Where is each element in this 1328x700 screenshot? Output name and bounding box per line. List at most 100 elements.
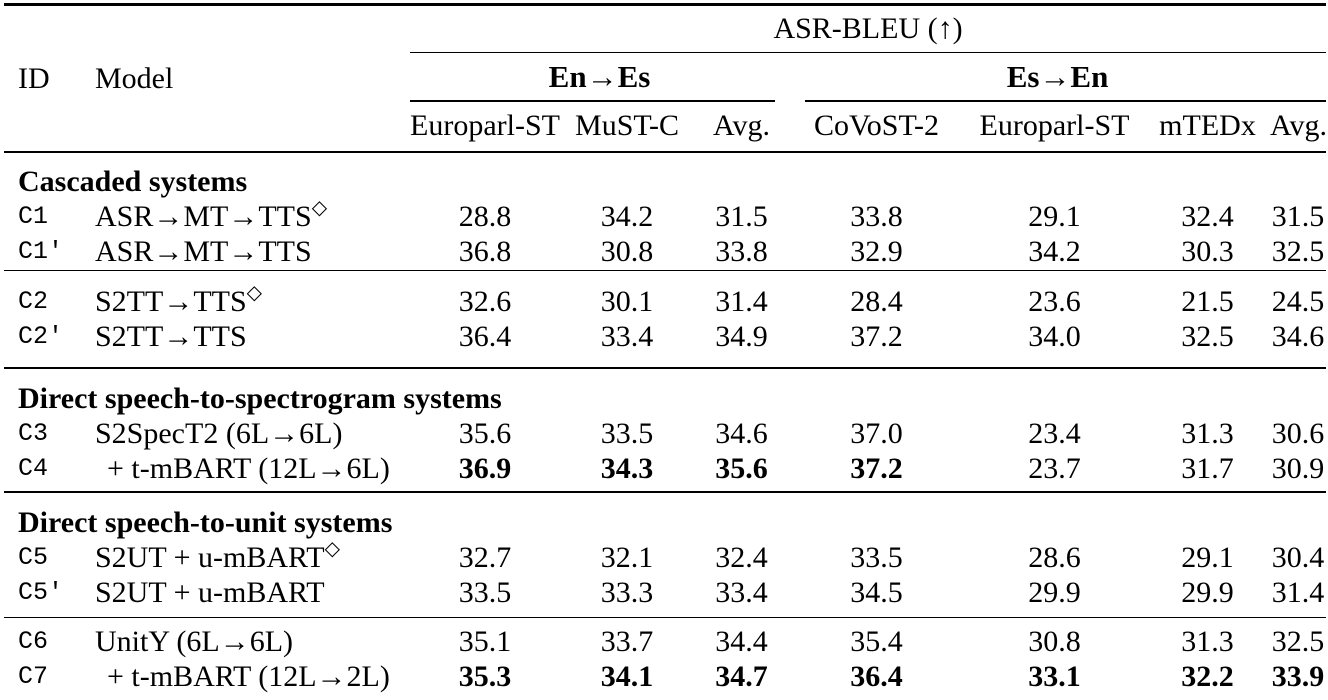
model-name: S2UT + u-mBART [95,575,410,618]
table-row: C3 S2SpecT2 (6L→6L) 35.6 33.5 34.6 37.0 23.4 31… [4,417,1326,452]
table-row: C4 + t-mBART (12L→6L) 36.9 34.3 35.6 37.2 23.7… [4,451,1327,493]
metric-value: 32.7 [458,541,512,575]
metric-value: 32.2 [1145,659,1270,700]
rule-under-group [410,100,775,102]
model-id: C1' [4,234,95,271]
metric-value: 33.7 [600,625,654,659]
table-row: C2 S2TT→TTS◇ 32.6 30.1 31.4 28.4 23.6 21.5 24.5 [4,270,1326,320]
metric-value: 31.3 [1181,417,1234,451]
metric-value: 36.4 [410,319,560,369]
metric-value: 32.6 [458,285,512,319]
metric-value: 28.6 [1028,541,1081,575]
model-name-text: S2TT→TTS [95,285,247,319]
metric-value: 33.5 [410,575,560,618]
metric-value: 29.9 [1145,575,1270,618]
table-section: C6 UnitY (6L→6L) 35.1 33.7 34.4 35.4 30.8 31.3 3… [4,617,1327,700]
model-name-text: + t-mBART (12L→2L) [107,660,390,694]
table-section: Direct speech-to-spectrogram systems C3 S2… [4,368,1327,493]
metric-value: 36.9 [410,451,560,493]
metric-value: 37.0 [850,417,903,451]
metric-value: 34.1 [560,659,694,700]
model-name-text: + t-mBART (12L→6L) [107,452,390,486]
diamond-marker: ◇ [311,197,328,220]
column-header: Avg. [694,101,789,153]
metric-value: 34.2 [964,234,1145,271]
metric-value: 30.4 [1271,541,1325,575]
metric-value: 34.4 [715,625,768,659]
metric-value: 34.6 [715,417,768,451]
metric-value: 33.8 [694,234,789,271]
model-name: S2TT→TTS◇ [95,270,410,320]
model-name-text: ASR→MT→TTS [95,200,312,234]
metric-value: 31.7 [1145,451,1270,493]
table-row: C1' ASR→MT→TTS 36.8 30.8 33.8 32.9 34.2 30.3 32.… [4,234,1327,271]
model-name: S2TT→TTS [95,319,410,369]
model-name-text: S2SpecT2 (6L→6L) [95,417,343,451]
results-table: ID Model ASR-BLEU (↑) En→Es Es→En Europa… [4,3,1327,700]
model-name-text: S2UT + u-mBART [95,541,325,575]
column-header: MuST-C [560,101,694,153]
table-row: C7 + t-mBART (12L→2L) 35.3 34.1 34.7 36.4 33.1… [4,659,1327,700]
metric-value: 33.5 [850,541,903,575]
table-row: C2' S2TT→TTS 36.4 33.4 34.9 37.2 34.0 32.5 34.6 [4,319,1327,369]
model-name: ASR→MT→TTS [95,234,410,271]
model-name-text: S2TT→TTS [95,320,247,354]
table-row: C6 UnitY (6L→6L) 35.1 33.7 34.4 35.4 30.8 31.3 3… [4,617,1326,660]
metric-value: 33.4 [694,575,789,618]
model-id: C5' [4,575,95,618]
section-header-row: Direct speech-to-unit systems [4,492,1326,541]
model-name: UnitY (6L→6L) [95,617,410,660]
metric-value: 33.5 [600,417,654,451]
section-title: Cascaded systems [18,165,248,199]
metric-value: 37.2 [789,451,964,493]
section-header-row: Cascaded systems [4,152,1326,200]
metric-value: 30.8 [1028,625,1081,659]
table-section: Direct speech-to-unit systems C5 S2UT + u-… [4,492,1327,618]
metric-value: 28.8 [458,200,512,234]
model-id: C1 [18,201,49,231]
metric-value: 32.5 [1270,234,1327,271]
metric-value: 35.6 [694,451,789,493]
column-header: Avg. [1270,101,1327,153]
column-header: Europarl-ST [410,101,560,153]
model-id: C2 [18,286,49,316]
metric-value: 35.1 [458,625,512,659]
metric-value: 21.5 [1181,285,1234,319]
model-id: C2' [4,319,95,369]
metric-value: 34.9 [694,319,789,369]
model-id: C3 [18,418,49,448]
metric-value: 32.9 [789,234,964,271]
rule-under-group [805,100,1327,102]
metric-value: 34.3 [560,451,694,493]
metric-value: 30.9 [1270,451,1327,493]
column-header: CoVoST-2 [789,101,964,153]
model-name: S2SpecT2 (6L→6L) [95,417,410,452]
model-name: + t-mBART (12L→6L) [95,451,410,493]
metric-value: 30.8 [560,234,694,271]
table-section: C2 S2TT→TTS◇ 32.6 30.1 31.4 28.4 23.6 21.5 24.5 C… [4,270,1327,369]
column-header: Europarl-ST [964,101,1145,153]
metric-value: 35.6 [458,417,512,451]
metric-value: 34.2 [600,200,654,234]
metric-value: 31.4 [1270,575,1327,618]
model-name-text: S2UT + u-mBART [95,576,325,610]
table-header: ID Model ASR-BLEU (↑) En→Es Es→En Europa… [4,4,1327,153]
metric-value: 33.9 [1270,659,1327,700]
metric-value: 33.1 [964,659,1145,700]
group-label: En→Es [548,58,651,94]
metric-value: 23.7 [964,451,1145,493]
metric-value: 34.7 [694,659,789,700]
metric-value: 31.4 [715,285,768,319]
model-name: + t-mBART (12L→2L) [95,659,410,700]
group-label: Es→En [1006,58,1109,94]
metric-value: 34.6 [1270,319,1327,369]
metric-value: 30.1 [600,285,654,319]
metric-value: 34.0 [964,319,1145,369]
metric-value: 23.6 [1028,285,1081,319]
metric-value: 35.4 [850,625,903,659]
metric-value: 24.5 [1271,285,1325,319]
metric-value: 32.5 [1145,319,1270,369]
metric-value: 23.4 [1028,417,1081,451]
table-row: C1 ASR→MT→TTS◇ 28.8 34.2 31.5 33.8 29.1 32.4 31.… [4,197,1326,235]
metric-value: 34.5 [789,575,964,618]
